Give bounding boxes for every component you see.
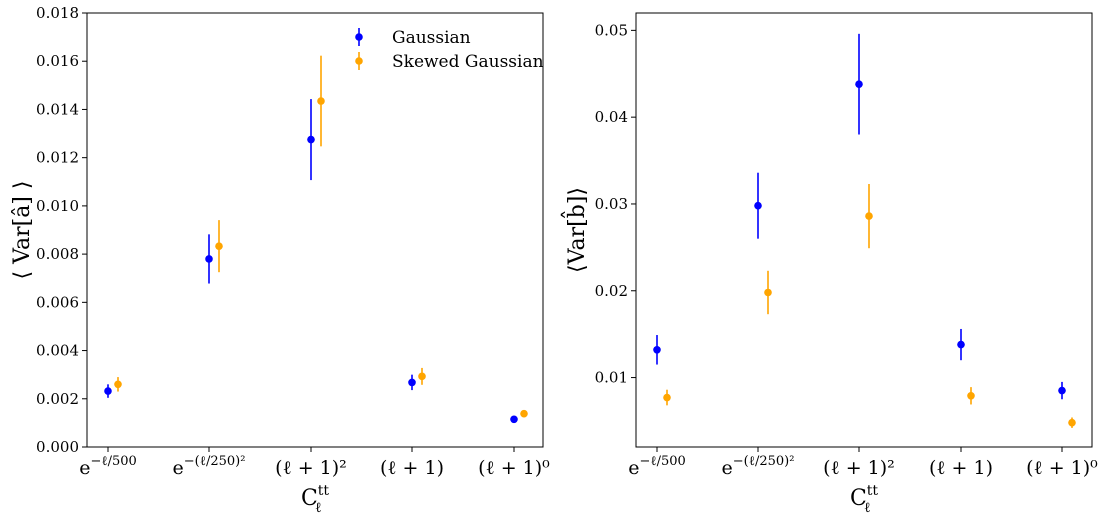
data-point [957, 340, 965, 349]
data-point [967, 391, 975, 400]
y-axis-label: ⟨Var[b̂]⟩ [561, 187, 590, 273]
series-skewed-gaussian [663, 183, 1076, 428]
data-point [215, 242, 223, 250]
y-tick-label: 0.000 [36, 438, 79, 456]
x-tick-label: (ℓ + 1)⁰ [1026, 457, 1098, 479]
y-tick-label: 0.02 [595, 282, 628, 300]
y-tick-label: 0.05 [595, 21, 628, 39]
x-axis-label: Ctt ℓ [301, 483, 329, 516]
x-tick-label: (ℓ + 1) [929, 457, 993, 479]
legend-label: Skewed Gaussian [392, 52, 544, 72]
data-point [865, 212, 873, 220]
series-gaussian [104, 99, 518, 424]
y-tick-label: 0.018 [36, 4, 79, 22]
data-point [104, 387, 112, 395]
x-tick-label: (ℓ + 1)⁰ [478, 457, 550, 479]
data-point [418, 372, 426, 381]
y-tick-label: 0.004 [36, 342, 79, 360]
data-point [855, 80, 863, 88]
x-tick-label: e−(ℓ/250)² [173, 454, 246, 479]
data-point [114, 380, 122, 389]
y-tick-label: 0.012 [36, 149, 79, 167]
y-tick-label: 0.008 [36, 245, 79, 263]
axes-frame [635, 12, 1093, 448]
y-tick-label: 0.002 [36, 390, 79, 408]
x-tick-label: (ℓ + 1) [380, 457, 444, 479]
x-tick-label: e−ℓ/500 [628, 454, 686, 479]
data-point [1058, 386, 1066, 395]
y-tick-label: 0.014 [36, 100, 79, 118]
series-gaussian [653, 33, 1066, 400]
data-point [317, 97, 325, 105]
data-point [1068, 418, 1076, 427]
data-point [510, 415, 518, 424]
x-axis-label: Ctt ℓ [850, 483, 878, 516]
legend-marker [355, 33, 363, 41]
y-tick-label: 0.01 [595, 369, 628, 387]
data-point [653, 345, 661, 354]
y-tick-label: 0.010 [36, 197, 79, 215]
chart-panel-1: 0.000 0.002 0.004 0.006 0.008 0.010 0.012 0.014… [10, 4, 550, 516]
data-point [408, 378, 416, 387]
y-tick-label: 0.04 [595, 108, 628, 126]
y-tick-label: 0.006 [36, 293, 79, 311]
legend-marker [355, 57, 363, 65]
x-tick-label: e−ℓ/500 [79, 454, 137, 479]
legend: Gaussian Skewed Gaussian [355, 28, 544, 72]
x-tick-label: e−(ℓ/250)² [722, 454, 795, 479]
x-tick-label: (ℓ + 1)² [823, 457, 895, 479]
data-point [205, 255, 213, 263]
y-tick-label: 0.03 [595, 195, 628, 213]
y-axis-label: ⟨ Var[â] ⟩ [10, 181, 35, 280]
data-point [764, 288, 772, 297]
y-tick-label: 0.016 [36, 52, 79, 70]
series-skewed-gaussian [114, 55, 528, 418]
x-tick-label: (ℓ + 1)² [275, 457, 347, 479]
data-point [663, 393, 671, 402]
chart-panel-2: 0.01 0.02 0.03 0.04 0.05 e−ℓ/500 e−(ℓ/250)² (ℓ … [561, 12, 1098, 516]
legend-label: Gaussian [392, 28, 471, 48]
axes-frame [86, 12, 544, 448]
data-point [520, 409, 528, 418]
data-point [307, 135, 315, 144]
data-point [754, 201, 762, 210]
